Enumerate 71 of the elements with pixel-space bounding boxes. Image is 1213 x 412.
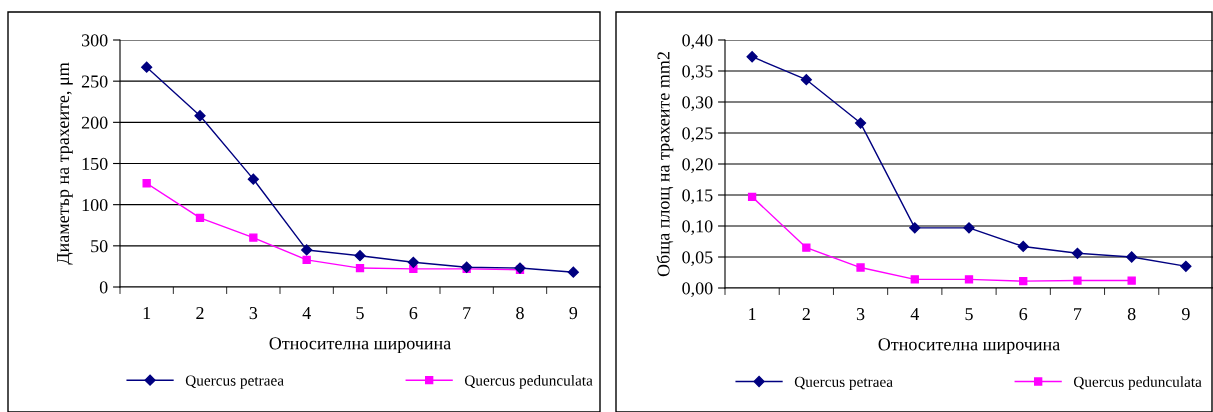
legend-label: Quercus petraea <box>794 376 893 391</box>
point <box>800 74 812 86</box>
y-tick-label: 0,10 <box>682 220 713 236</box>
point <box>856 263 865 272</box>
y-tick-label: 150 <box>82 157 108 170</box>
x-tick-label: 9 <box>1181 308 1190 321</box>
point <box>249 233 258 242</box>
x-tick-label: 2 <box>196 307 204 319</box>
y-tick-label: 250 <box>81 75 108 88</box>
point <box>407 256 419 268</box>
legend-label: Quercus pedunculata <box>1073 376 1202 391</box>
x-tick-label: 8 <box>1127 307 1136 321</box>
x-axis-title: Относителна широчина <box>878 338 1060 355</box>
y-tick-label: 0 <box>99 281 108 294</box>
y-tick-label: 200 <box>81 116 108 129</box>
point <box>1073 276 1082 285</box>
y-tick-label: 0,05 <box>682 251 713 267</box>
point <box>354 250 366 262</box>
y-tick-label: 100 <box>82 198 108 212</box>
point <box>195 213 205 223</box>
y-tick-label: 0,40 <box>682 34 713 50</box>
x-tick-label: 8 <box>516 306 524 320</box>
point <box>247 173 259 185</box>
point <box>1071 247 1084 259</box>
legend-label: Quercus pedunculata <box>464 374 593 389</box>
x-tick-label: 2 <box>802 308 810 320</box>
point <box>747 192 757 202</box>
x-tick-label: 9 <box>569 307 578 320</box>
point <box>1019 277 1028 286</box>
x-tick-label: 4 <box>910 308 920 320</box>
point <box>910 275 919 284</box>
x-tick-label: 7 <box>1074 308 1082 320</box>
y-tick-label: 300 <box>81 34 108 47</box>
point <box>854 117 867 129</box>
x-tick-label: 6 <box>1019 308 1028 321</box>
point <box>963 222 975 234</box>
x-tick-label: 3 <box>249 307 258 320</box>
x-axis-title: Относителна широчина <box>269 337 451 354</box>
point <box>301 244 313 256</box>
point <box>1127 276 1136 285</box>
x-tick-label: 1 <box>749 308 756 320</box>
y-axis-title: Диаметър на трахеите, μm <box>57 62 73 265</box>
x-tick-label: 7 <box>463 307 471 319</box>
y-tick-label: 0,35 <box>682 65 713 81</box>
point <box>909 222 921 234</box>
x-tick-label: 5 <box>965 308 973 321</box>
y-tick-label: 0,00 <box>682 282 713 298</box>
point <box>302 255 311 264</box>
point <box>567 266 579 278</box>
y-tick-label: 0,30 <box>682 96 713 112</box>
point <box>1017 240 1029 253</box>
x-tick-label: 4 <box>302 307 311 319</box>
point <box>964 275 974 284</box>
point <box>1126 251 1138 263</box>
x-tick-label: 6 <box>409 307 418 320</box>
legend-label: Quercus petraea <box>185 375 284 389</box>
y-tick-label: 0,20 <box>682 158 713 174</box>
y-tick-label: 50 <box>91 240 108 253</box>
point <box>746 51 758 63</box>
point <box>141 61 153 73</box>
point <box>355 263 365 273</box>
y-tick-label: 0,25 <box>682 127 713 143</box>
y-tick-label: 0,15 <box>682 189 713 205</box>
point <box>142 179 151 188</box>
x-tick-label: 5 <box>356 307 364 320</box>
point <box>1180 260 1192 272</box>
point <box>194 110 206 122</box>
x-tick-label: 1 <box>143 307 151 319</box>
y-axis-title: Обща площ на трахеите mm2 <box>656 52 674 277</box>
x-tick-label: 3 <box>856 308 865 321</box>
point <box>802 243 811 252</box>
